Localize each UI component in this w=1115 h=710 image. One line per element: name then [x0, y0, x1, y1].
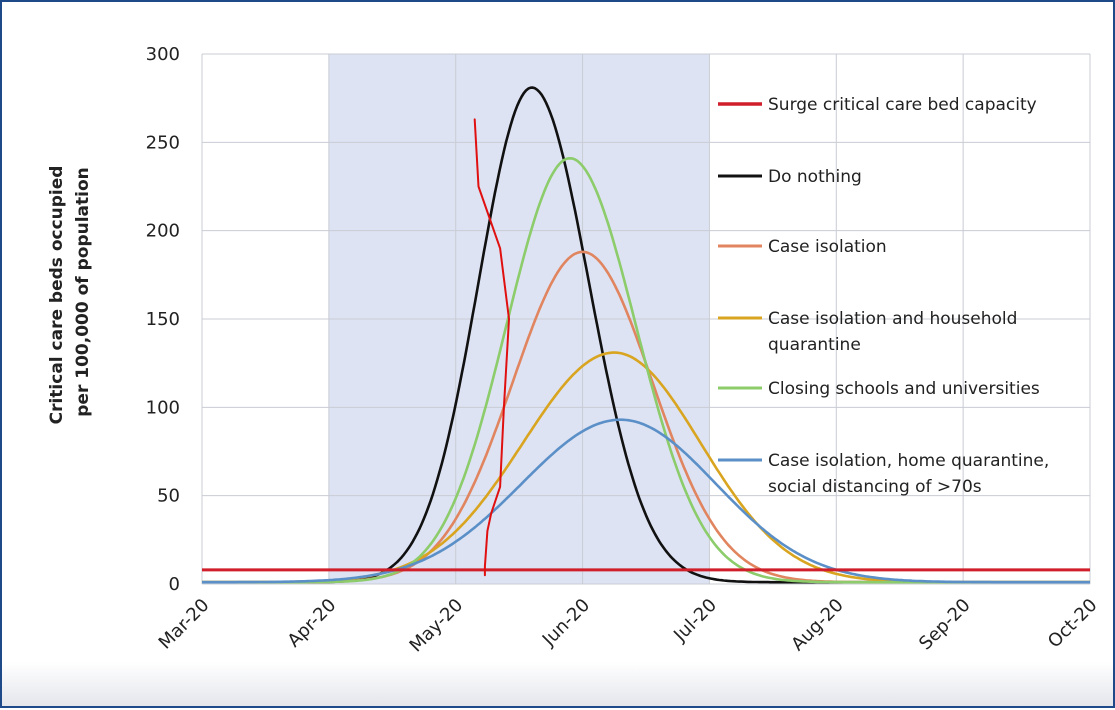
y-tick-label: 100 [146, 397, 180, 418]
x-tick-labels: Mar-20 Apr-20 May-20 Jun-20 Jul-20 Aug-20 Sep-… [155, 595, 1102, 657]
legend-label: Closing schools and universities [768, 379, 1040, 399]
gridlines [201, 53, 1091, 585]
x-tick-label: Aug-20 [787, 595, 847, 655]
y-tick-label: 150 [146, 309, 180, 330]
y-tick-label: 0 [169, 574, 180, 595]
annotation-stroke [473, 118, 510, 577]
legend-label: Case isolation [768, 237, 887, 257]
y-axis-label-line-2: per 100,000 of population [73, 167, 93, 417]
x-tick-label: Jul-20 [669, 595, 721, 647]
legend-label: Case isolation, home quarantine, social d… [768, 451, 1049, 497]
hand-drawn-annotation [473, 118, 510, 577]
y-tick-label: 300 [146, 44, 180, 65]
legend-label: Do nothing [768, 167, 862, 187]
y-axis-label: Critical care beds occupied per 100,000 … [47, 160, 93, 425]
x-tick-label: Mar-20 [155, 595, 214, 654]
bottom-fade [2, 662, 1113, 706]
legend-label: Case isolation and household quarantine [768, 309, 1017, 355]
x-tick-label: Jun-20 [538, 595, 594, 651]
x-tick-label: Oct-20 [1044, 595, 1102, 653]
y-tick-labels: 0 50 100 150 200 250 300 [146, 44, 180, 595]
x-tick-label: Apr-20 [284, 595, 341, 652]
y-tick-label: 250 [146, 132, 180, 153]
x-tick-label: Sep-20 [915, 595, 975, 655]
y-tick-label: 50 [157, 486, 180, 507]
y-tick-label: 200 [146, 221, 180, 242]
legend: Surge critical care bed capacity Do nothi… [718, 95, 1049, 497]
x-tick-label: May-20 [406, 595, 468, 657]
legend-label: Surge critical care bed capacity [768, 95, 1037, 115]
series-line [202, 418, 1090, 584]
series-lines [202, 86, 1090, 584]
y-axis-label-line-1: Critical care beds occupied [47, 166, 67, 425]
